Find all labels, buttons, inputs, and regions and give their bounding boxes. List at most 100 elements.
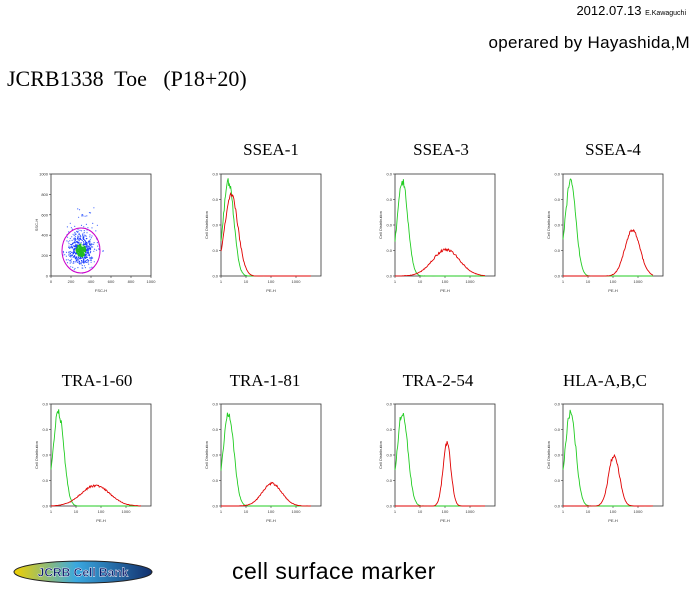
scatter-point — [74, 245, 76, 248]
y-tick-label: 0.0 — [554, 172, 560, 177]
scatter-point — [93, 242, 95, 244]
scatter-point — [64, 254, 66, 256]
y-tick-label: 0.0 — [554, 274, 560, 279]
scatter-point — [86, 243, 88, 245]
scatter-point — [80, 254, 83, 257]
scatter-point — [82, 233, 84, 235]
scatter-point — [83, 235, 85, 237]
scatter-point — [81, 261, 83, 263]
x-tick-label: 1 — [50, 509, 53, 514]
x-tick-label: 1000 — [122, 509, 132, 514]
scatter-point — [89, 212, 92, 214]
scatter-point — [83, 261, 85, 263]
scatter-point — [84, 250, 87, 253]
scatter-point — [78, 239, 80, 241]
scatter-point — [78, 236, 80, 238]
scatter-point — [81, 264, 83, 267]
scatter-point — [72, 233, 74, 235]
scatter-point — [69, 255, 71, 257]
gate-ellipse — [61, 227, 101, 274]
control-histogram-line — [394, 179, 485, 277]
scatter-point — [62, 252, 65, 254]
y-tick-label: 0.0 — [386, 504, 392, 509]
scatter-point — [78, 233, 80, 236]
scatter-point — [69, 254, 72, 256]
scatter-point — [69, 260, 71, 262]
scatter-point — [74, 237, 76, 240]
x-tick-label: 1 — [220, 509, 223, 514]
scatter-point — [87, 252, 90, 254]
scatter-point — [81, 260, 83, 262]
scatter-point — [74, 252, 76, 254]
scatter-point — [89, 252, 91, 254]
scatter-point — [85, 255, 87, 257]
x-tick-label: 800 — [128, 279, 135, 284]
scatter-point — [66, 236, 69, 238]
scatter-point — [86, 215, 88, 217]
y-axis-label: Cell Distribution — [34, 441, 39, 469]
y-tick-label: 0.0 — [386, 248, 392, 253]
scatter-point — [84, 254, 86, 256]
x-tick-label: 100 — [268, 279, 275, 284]
x-tick-label: 10 — [244, 509, 249, 514]
scatter-point — [74, 248, 76, 250]
scatter-point — [94, 248, 96, 250]
scatter-point — [89, 249, 92, 251]
scatter-point — [91, 266, 93, 268]
x-tick-label: 600 — [108, 279, 115, 284]
scatter-point — [88, 247, 91, 249]
x-axis-label: PE-H — [266, 518, 276, 523]
scatter-point — [71, 246, 73, 248]
plot-frame — [562, 403, 664, 507]
y-tick-label: 0.0 — [386, 274, 392, 279]
scatter-point — [62, 250, 64, 253]
scatter-point — [79, 263, 81, 265]
scatter-point — [85, 223, 87, 225]
y-tick-label: 0.0 — [212, 223, 218, 228]
scatter-point — [81, 239, 83, 242]
scatter-point — [90, 237, 92, 239]
scatter-point — [74, 242, 77, 244]
scatter-point — [71, 228, 73, 230]
scatter-point — [73, 242, 75, 244]
scatter-point — [74, 257, 76, 259]
scatter-point — [77, 260, 79, 262]
control-histogram-line — [220, 178, 312, 277]
x-axis-label: PE-H — [440, 288, 450, 293]
scatter-point — [78, 250, 81, 253]
scatter-point — [87, 241, 89, 243]
y-axis-label: Cell Distribution — [204, 211, 209, 239]
x-tick-label: 10 — [244, 279, 249, 284]
scatter-point — [77, 208, 79, 210]
x-tick-label: 1000 — [292, 509, 302, 514]
x-axis-label: FSC-H — [95, 288, 107, 293]
y-tick-label: 0.0 — [554, 453, 560, 458]
panel-title-4: TRA-1-60 — [61, 371, 133, 390]
scatter-point — [80, 262, 82, 264]
y-tick-label: 0.0 — [212, 197, 218, 202]
x-tick-label: 1000 — [466, 509, 476, 514]
x-tick-label: 10 — [418, 509, 423, 514]
scatter-point — [85, 261, 87, 263]
scatter-point — [71, 254, 73, 256]
x-axis-label: PE-H — [266, 288, 276, 293]
scatter-point — [87, 227, 89, 229]
y-axis-label: Cell Distribution — [378, 211, 383, 239]
plot-frame — [50, 403, 152, 507]
panel-title-1: SSEA-1 — [243, 140, 299, 159]
scatter-point — [80, 246, 83, 249]
scatter-point — [95, 230, 97, 232]
scatter-point — [78, 241, 80, 243]
scatter-point — [77, 242, 79, 244]
scatter-point — [87, 251, 89, 253]
scatter-point — [89, 238, 91, 240]
y-tick-label: 0.0 — [212, 427, 218, 432]
scatter-point — [90, 251, 92, 253]
scatter-point — [78, 216, 80, 218]
scatter-point — [85, 252, 87, 254]
scatter-point — [68, 243, 70, 245]
scatter-point — [77, 244, 79, 247]
scatter-point — [83, 245, 86, 248]
scatter-point — [86, 232, 88, 234]
